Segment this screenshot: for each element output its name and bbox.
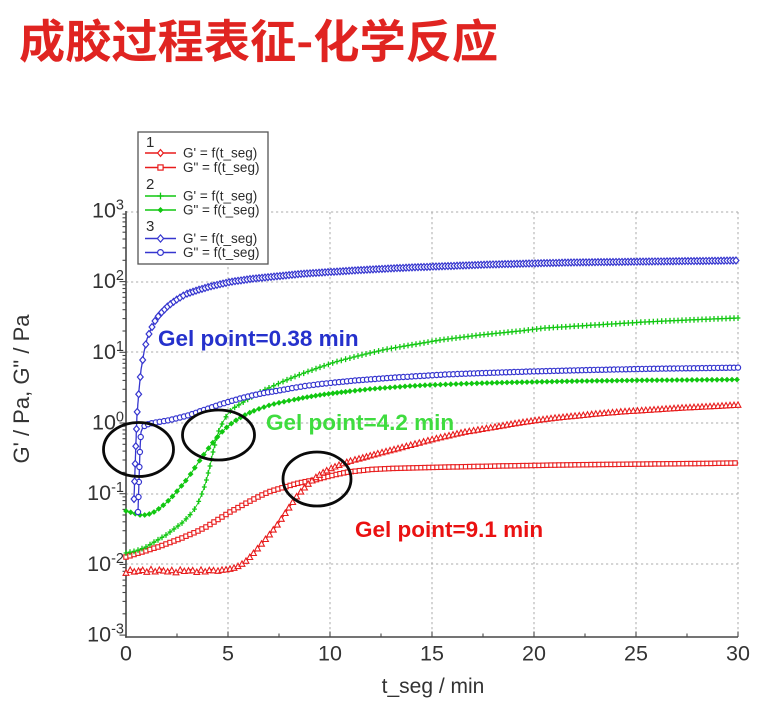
svg-text:Gel point=0.38 min: Gel point=0.38 min (158, 326, 359, 351)
svg-text:30: 30 (726, 642, 750, 666)
svg-text:G' / Pa, G" / Pa: G' / Pa, G" / Pa (9, 314, 34, 464)
svg-text:0: 0 (120, 642, 132, 666)
svg-text:10: 10 (318, 642, 342, 666)
svg-text:20: 20 (522, 642, 546, 666)
svg-text:G' = f(t_seg): G' = f(t_seg) (183, 146, 257, 161)
svg-text:t_seg / min: t_seg / min (382, 675, 485, 698)
svg-text:2: 2 (146, 176, 154, 193)
svg-text:G' = f(t_seg): G' = f(t_seg) (183, 231, 257, 246)
svg-text:G" = f(t_seg): G" = f(t_seg) (183, 203, 259, 218)
svg-text:5: 5 (222, 642, 234, 666)
svg-text:G" = f(t_seg): G" = f(t_seg) (183, 245, 259, 260)
svg-text:Gel point=4.2 min: Gel point=4.2 min (266, 410, 454, 435)
svg-text:25: 25 (624, 642, 648, 666)
svg-text:15: 15 (420, 642, 444, 666)
svg-text:Gel point=9.1 min: Gel point=9.1 min (355, 517, 543, 542)
svg-text:10-3: 10-3 (87, 622, 124, 647)
svg-text:G" = f(t_seg): G" = f(t_seg) (183, 160, 259, 175)
svg-text:G' = f(t_seg): G' = f(t_seg) (183, 189, 257, 204)
svg-text:1: 1 (146, 134, 154, 151)
svg-text:3: 3 (146, 218, 154, 235)
